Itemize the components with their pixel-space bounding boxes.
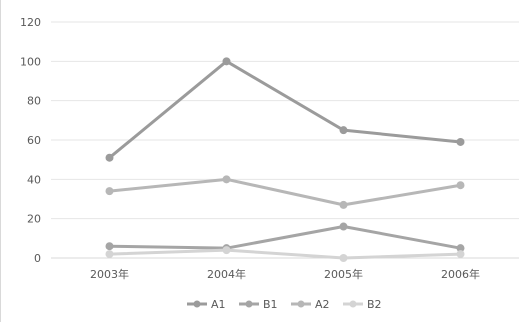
data-point — [105, 250, 114, 259]
x-tick-label: 2005年 — [324, 267, 363, 281]
data-point — [339, 126, 348, 135]
data-point — [222, 246, 231, 255]
series-line — [108, 248, 462, 260]
data-point — [105, 242, 114, 251]
data-point — [456, 181, 465, 190]
series-line — [108, 177, 462, 207]
data-point — [222, 175, 231, 184]
legend-marker — [245, 300, 253, 308]
y-tick-label: 120 — [20, 16, 41, 29]
data-point — [456, 244, 465, 253]
x-tick-label: 2004年 — [207, 267, 246, 281]
data-point — [105, 187, 114, 196]
data-point — [339, 222, 348, 231]
data-point — [339, 200, 348, 209]
legend: A1 B1 A2 B2 — [187, 298, 382, 311]
y-tick-label: 20 — [27, 213, 41, 226]
legend-label: A2 — [315, 298, 330, 311]
x-tick-label: 2006年 — [441, 267, 480, 281]
series-lines — [105, 57, 465, 262]
legend-item-a2: A2 — [291, 298, 330, 311]
legend-item-a1: A1 — [187, 298, 226, 311]
legend-label: B1 — [263, 298, 278, 311]
series-line — [108, 225, 462, 250]
series-a1 — [105, 57, 465, 162]
y-tick-label: 100 — [20, 55, 41, 68]
data-point — [456, 137, 465, 146]
data-point — [456, 250, 465, 259]
x-tick-label: 2003年 — [90, 267, 129, 281]
y-tick-label: 60 — [27, 134, 41, 147]
y-tick-label: 40 — [27, 173, 41, 186]
data-point — [222, 57, 231, 66]
data-point — [339, 254, 348, 262]
legend-item-b1: B1 — [239, 298, 278, 311]
series-a2 — [105, 175, 465, 209]
series-b2 — [105, 246, 465, 262]
legend-marker — [297, 300, 305, 308]
legend-marker — [349, 300, 357, 308]
legend-label: B2 — [367, 298, 382, 311]
axes: 0 20 40 60 80 100 120 2003年 2004年 2005年 2006年 — [20, 16, 480, 281]
legend-label: A1 — [211, 298, 226, 311]
series-line — [108, 59, 462, 160]
series-b1 — [105, 222, 465, 253]
y-tick-label: 80 — [27, 95, 41, 108]
data-point — [105, 153, 114, 162]
legend-item-b2: B2 — [343, 298, 382, 311]
y-tick-label: 0 — [34, 252, 41, 265]
legend-marker — [193, 300, 201, 308]
